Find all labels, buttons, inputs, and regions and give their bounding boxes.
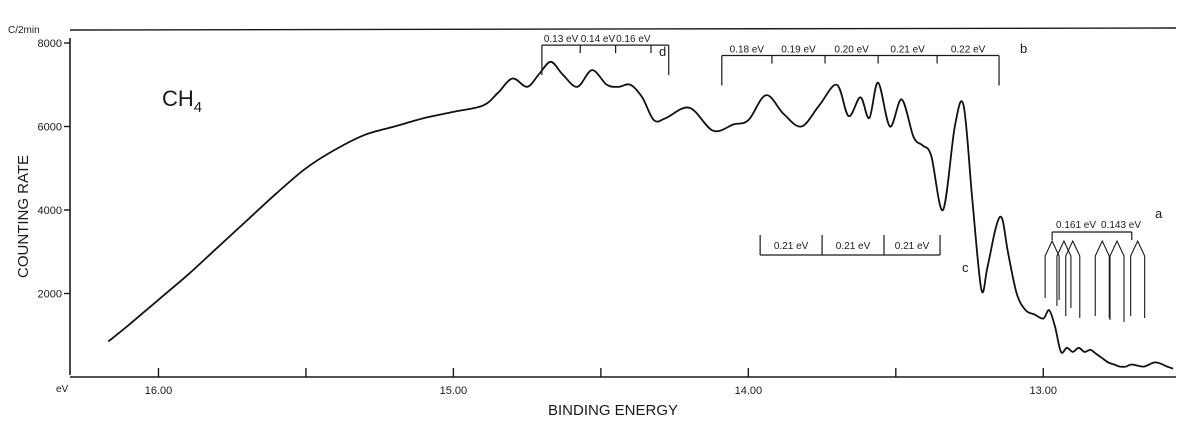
progression-c-letter: c bbox=[962, 260, 969, 275]
progression-b-spacing-label: 0.20 eV bbox=[834, 45, 869, 56]
progression-a-label-1: 0.161 eV bbox=[1056, 220, 1096, 231]
progression-c-spacing-label: 0.21 eV bbox=[895, 241, 930, 252]
progression-d-spacing-label: 0.13 eV bbox=[544, 34, 579, 45]
progression-b-spacing-label: 0.18 eV bbox=[730, 45, 765, 56]
top-border-line bbox=[69, 27, 1177, 31]
progression-a-letter: a bbox=[1155, 206, 1163, 221]
progression-c-spacing-label: 0.21 eV bbox=[836, 241, 871, 252]
molecule-formula: CH bbox=[162, 86, 194, 111]
progression-a-arrow bbox=[1056, 239, 1072, 308]
progression-b-spacing-label: 0.22 eV bbox=[951, 45, 986, 56]
molecule-subscript: 4 bbox=[194, 99, 202, 116]
progression-a-arrow bbox=[1065, 239, 1081, 318]
x-tick-label: 16.00 bbox=[145, 385, 173, 397]
progression-b-letter: b bbox=[1020, 41, 1027, 56]
progression-d-spacing-label: 0.16 eV bbox=[616, 34, 651, 45]
x-axis: eV BINDING ENERGY 16.00 15.00 14.00 13.00 bbox=[56, 27, 1177, 419]
x-tick-label: 14.00 bbox=[735, 385, 763, 397]
progression-c: c 0.21 eV 0.21 eV 0.21 eV bbox=[759, 235, 969, 275]
progression-a-label-2: 0.143 eV bbox=[1101, 220, 1141, 231]
x-axis-title: BINDING ENERGY bbox=[548, 402, 678, 419]
progression-c-spacing-label: 0.21 eV bbox=[774, 241, 809, 252]
x-tick-label: 15.00 bbox=[440, 385, 468, 397]
progression-d: d 0.13 eV 0.14 eV 0.16 eV bbox=[541, 34, 670, 76]
y-tick-label: 4000 bbox=[38, 205, 62, 217]
progression-b-spacing-label: 0.19 eV bbox=[781, 45, 816, 56]
x-ticks: 16.00 15.00 14.00 13.00 bbox=[145, 368, 1057, 397]
progression-a: a 0.161 eV 0.143 eV bbox=[1044, 206, 1163, 322]
y-tick-label: 8000 bbox=[38, 38, 62, 50]
progression-d-letter: d bbox=[659, 44, 666, 59]
spectrum-curve bbox=[107, 60, 1174, 370]
progression-b: b 0.18 eV 0.19 eV 0.20 eV 0.21 eV 0.22 eV bbox=[721, 41, 1027, 86]
progression-d-spacing-label: 0.14 eV bbox=[581, 34, 616, 45]
progression-a-arrow bbox=[1130, 239, 1146, 318]
progression-a-arrow bbox=[1094, 239, 1110, 318]
y-unit-label: C/2min bbox=[8, 25, 40, 36]
y-tick-label: 2000 bbox=[38, 289, 62, 301]
molecule-label: CH4 bbox=[162, 86, 202, 116]
progression-a-arrow bbox=[1044, 239, 1060, 300]
x-tick-label: 13.00 bbox=[1030, 385, 1058, 397]
y-tick-label: 6000 bbox=[38, 122, 62, 134]
progression-a-arrow bbox=[1109, 239, 1125, 322]
x-unit-label: eV bbox=[56, 384, 69, 395]
y-ticks: 2000 4000 6000 8000 bbox=[38, 38, 70, 301]
y-axis-title: COUNTING RATE bbox=[15, 155, 32, 278]
progression-b-spacing-label: 0.21 eV bbox=[890, 45, 925, 56]
y-axis: C/2min COUNTING RATE 2000 4000 6000 8000 bbox=[8, 25, 71, 375]
